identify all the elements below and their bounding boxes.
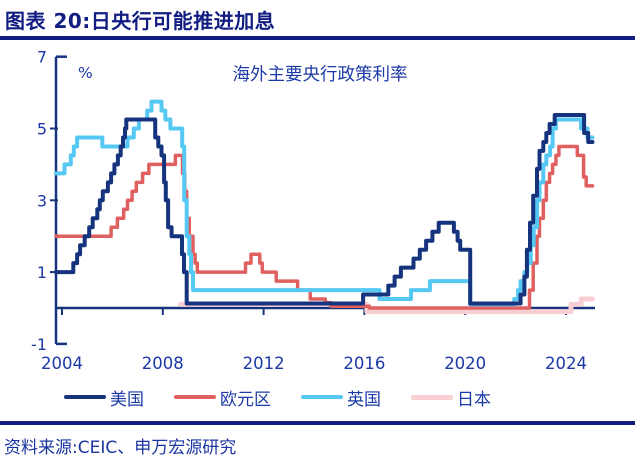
svg-text:-1: -1	[31, 335, 47, 354]
svg-text:2024: 2024	[545, 354, 587, 373]
chart-legend: 美国 欧元区 英国 日本	[0, 384, 555, 410]
svg-text:3: 3	[37, 191, 47, 210]
japan-line-swatch	[411, 394, 453, 400]
figure-bottom-divider	[0, 421, 635, 425]
legend-label-uk: 英国	[347, 389, 381, 410]
source-note: 资料来源:CEIC、申万宏源研究	[4, 438, 237, 458]
svg-text:2004: 2004	[41, 354, 83, 373]
uk-line-swatch	[301, 395, 343, 399]
figure-title: 图表 20:日央行可能推进加息	[5, 9, 276, 33]
chart-series-lines	[54, 99, 595, 315]
legend-item-eurozone: 欧元区	[174, 385, 271, 410]
svg-text:2008: 2008	[142, 354, 184, 373]
chart-title: 海外主要央行政策利率	[233, 65, 408, 85]
svg-text:2020: 2020	[444, 354, 486, 373]
us-line-swatch	[64, 395, 106, 399]
legend-label-eurozone: 欧元区	[220, 389, 271, 410]
series-line-2	[54, 99, 595, 307]
title-underline	[0, 36, 635, 40]
series-line-1	[54, 144, 595, 310]
eurozone-line-swatch	[174, 395, 216, 399]
svg-text:2012: 2012	[243, 354, 285, 373]
y-axis-unit-label: %	[78, 64, 93, 82]
series-line-0	[54, 113, 595, 306]
svg-text:2016: 2016	[343, 354, 385, 373]
svg-text:5: 5	[37, 120, 47, 139]
svg-text:7: 7	[37, 48, 47, 67]
legend-item-japan: 日本	[411, 385, 491, 410]
svg-text:1: 1	[37, 263, 47, 282]
legend-item-uk: 英国	[301, 385, 381, 410]
legend-label-us: 美国	[110, 389, 144, 410]
legend-label-japan: 日本	[457, 389, 491, 410]
legend-item-us: 美国	[64, 385, 144, 410]
